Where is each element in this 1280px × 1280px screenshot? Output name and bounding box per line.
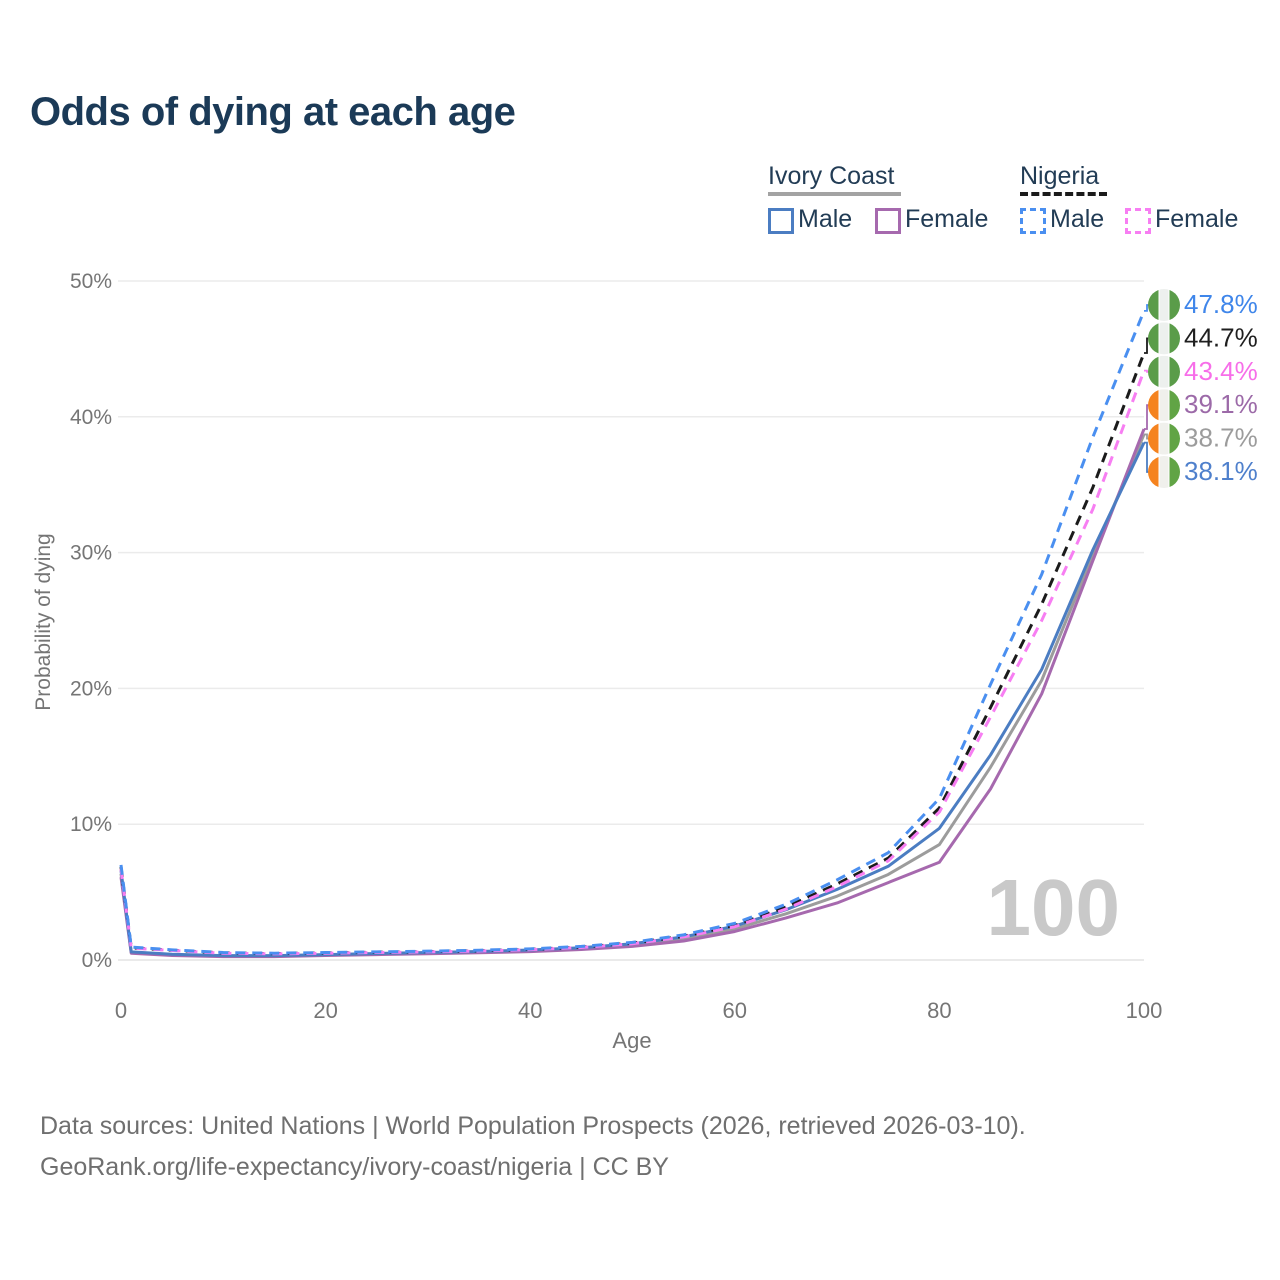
legend-swatch-ivory-coast-female[interactable] xyxy=(875,208,901,234)
legend-group-ivory-coast: Ivory Coast xyxy=(768,162,895,190)
y-tick-label: 30% xyxy=(70,542,112,565)
flag-icon-nigeria xyxy=(1148,289,1180,321)
end-value-label: 39.1% xyxy=(1184,389,1258,419)
legend-item-nigeria-female[interactable]: Female xyxy=(1155,205,1239,233)
legend-item-ivory-coast-female[interactable]: Female xyxy=(905,205,989,233)
y-tick-label: 0% xyxy=(82,949,112,972)
legend-item-nigeria-male[interactable]: Male xyxy=(1050,205,1105,233)
page-title: Odds of dying at each age xyxy=(30,90,516,134)
legend-line-sample-nigeria xyxy=(1020,192,1107,196)
legend-swatch-ivory-coast-male[interactable] xyxy=(768,208,794,234)
end-value-label: 44.7% xyxy=(1184,322,1258,352)
series-line-nigeria-female xyxy=(119,370,1146,956)
end-value-label: 43.4% xyxy=(1184,356,1258,386)
legend-item-ivory-coast-male[interactable]: Male xyxy=(798,205,853,233)
end-value-label: 47.8% xyxy=(1184,289,1258,319)
y-tick-label: 20% xyxy=(70,677,112,700)
legend-group-nigeria: Nigeria xyxy=(1020,162,1100,190)
flag-icon-nigeria xyxy=(1148,355,1180,388)
flag-icon-nigeria xyxy=(1148,322,1180,355)
x-tick-label: 100 xyxy=(1126,998,1163,1023)
x-tick-label: 80 xyxy=(927,998,951,1023)
flag-icon-ivory-coast xyxy=(1148,389,1180,422)
y-tick-label: 50% xyxy=(70,270,112,293)
y-tick-label: 10% xyxy=(70,813,112,836)
age-watermark: 100 xyxy=(986,863,1120,952)
footer-source-link[interactable]: GeoRank.org/life-expectancy/ivory-coast/… xyxy=(40,1153,669,1181)
x-tick-label: 40 xyxy=(518,998,542,1023)
footer: Data sources: United Nations | World Pop… xyxy=(40,1106,1026,1188)
end-value-label: 38.1% xyxy=(1184,456,1258,486)
legend-swatch-nigeria-male[interactable] xyxy=(1020,208,1046,234)
series-line-ivory-coast-male xyxy=(119,441,1146,958)
x-tick-label: 20 xyxy=(313,998,337,1023)
footer-data-sources: Data sources: United Nations | World Pop… xyxy=(40,1112,1026,1140)
flag-icon-ivory-coast xyxy=(1148,456,1180,488)
end-value-label: 38.7% xyxy=(1184,423,1258,453)
flag-icon-ivory-coast xyxy=(1148,422,1180,455)
y-tick-label: 40% xyxy=(70,406,112,429)
x-axis-title: Age xyxy=(612,1028,652,1053)
legend-swatch-nigeria-female[interactable] xyxy=(1125,208,1151,234)
chart-canvas[interactable]: 0% 10% 20% 30% 40% 50% 0 20 40 60 80 100 47.8%44.7% 4… xyxy=(0,0,1280,1080)
legend-line-sample-ivory-coast xyxy=(768,192,901,196)
x-tick-label: 60 xyxy=(723,998,747,1023)
series-line-nigeria-male xyxy=(119,310,1146,955)
x-tick-label: 0 xyxy=(115,998,127,1023)
